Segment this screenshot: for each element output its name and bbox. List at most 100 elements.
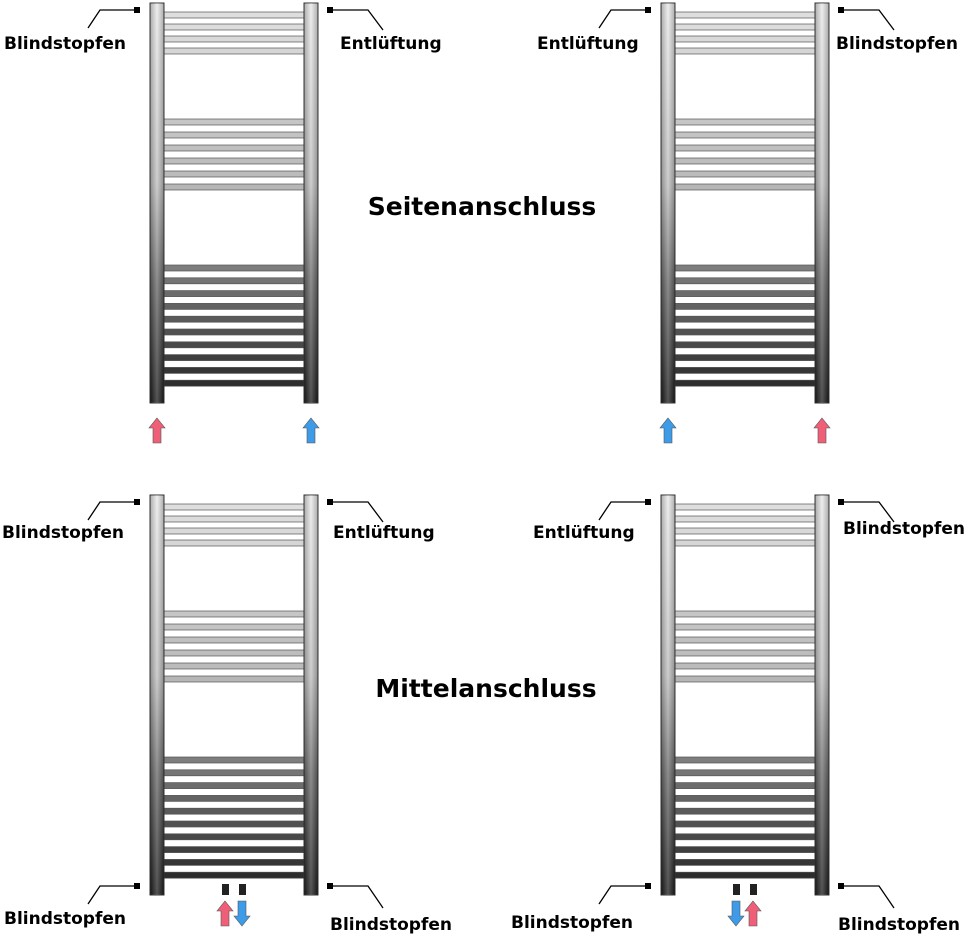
radiator-bar [163,769,305,777]
radiator-bar [674,170,816,178]
radiator-bar [163,315,305,323]
label-d2-bottom-left: Blindstopfen [4,909,126,929]
radiator-bar [163,341,305,349]
label-d2-top-left: Blindstopfen [2,523,124,543]
radiator-bar [163,264,305,272]
radiator-bar [163,871,305,879]
radiator-bar [163,846,305,853]
title-center-connection: Mittelanschluss [375,674,596,703]
top-left-leader-line [598,9,648,29]
radiator-bar [163,662,305,670]
radiator-bar [674,157,816,165]
bottom-left-leader-line [87,885,137,905]
label-d0-top-left: Blindstopfen [4,34,126,54]
bottom-right-marker [838,883,844,889]
radiator-bar [674,527,816,535]
top-right-leader-line [330,501,384,523]
supply-arrow-icon [744,900,762,927]
return-arrow-icon [233,900,251,927]
right-rail-shade [815,495,829,895]
radiator-bar [674,47,816,55]
radiator-bar [674,649,816,657]
radiator-bar [163,35,305,43]
center-pipe-stub [222,884,229,895]
supply-arrow-icon [216,900,234,927]
radiator-bar [674,846,816,853]
right-rail-shade [815,3,829,403]
radiator-bar [674,623,816,631]
radiator-bar [674,354,816,361]
top-left-leader-line [598,501,648,521]
top-right-marker [838,499,844,505]
top-left-marker [645,499,651,505]
label-d1-top-right: Blindstopfen [836,34,958,54]
radiator-bar [163,183,305,191]
radiator-bar [674,379,816,387]
center-pipe-stub [733,884,740,895]
radiator-bar [163,367,305,374]
radiator-bar [163,277,305,285]
return-arrow-icon [302,417,320,444]
radiator-bar [674,636,816,644]
towel-radiator-2 [87,494,384,927]
radiator-bar [674,782,816,789]
top-right-marker [327,7,333,13]
top-left-marker [134,499,140,505]
left-rail-shade [661,3,675,403]
top-right-leader-line [841,9,895,31]
center-pipe-stub [750,884,757,895]
radiator-bar [163,623,305,631]
label-d3-top-right: Blindstopfen [843,519,965,539]
radiator-bar [674,871,816,879]
radiator-bar [674,341,816,349]
towel-radiator-3 [598,494,895,927]
radiator-bar [163,47,305,55]
right-rail-shade [304,495,318,895]
radiator-bar [163,820,305,828]
right-rail-shade [304,3,318,403]
radiator-bar [674,264,816,272]
bottom-right-leader-line [330,885,384,909]
radiator-bar [163,756,305,764]
radiator-bar [674,144,816,152]
radiator-bar [163,539,305,547]
top-left-leader-line [87,9,137,29]
top-left-marker [645,7,651,13]
radiator-bar [163,503,305,511]
radiator-bar [674,367,816,374]
label-d3-top-left: Entlüftung [533,523,635,543]
radiator-bar [163,354,305,361]
label-d2-top-right: Entlüftung [333,523,435,543]
radiator-bar [163,290,305,297]
radiator-bar [163,144,305,152]
radiator-bar [674,328,816,336]
radiator-bar [674,183,816,191]
radiator-bar [674,756,816,764]
radiator-bar [163,515,305,523]
radiator-bar [163,795,305,802]
radiator-bar [163,170,305,178]
radiator-bar [674,23,816,31]
return-arrow-icon [659,417,677,444]
radiator-bar [163,131,305,139]
radiator-bar [674,515,816,523]
radiator-bar [163,782,305,789]
radiator-bar [163,636,305,644]
radiator-bar [674,807,816,815]
label-d0-top-right: Entlüftung [340,34,442,54]
radiator-bar [163,833,305,841]
top-left-leader-line [87,501,137,521]
radiator-bar [163,157,305,165]
radiator-bar [163,328,305,336]
supply-arrow-icon [813,417,831,444]
label-d3-bottom-right: Blindstopfen [838,915,960,935]
radiator-bar [163,527,305,535]
radiator-bar [674,795,816,802]
radiator-bar [163,859,305,866]
radiator-bar [674,35,816,43]
radiator-bar [674,277,816,285]
radiator-bar [163,118,305,126]
radiator-bar [674,539,816,547]
top-right-leader-line [330,9,384,31]
left-rail-shade [150,3,164,403]
